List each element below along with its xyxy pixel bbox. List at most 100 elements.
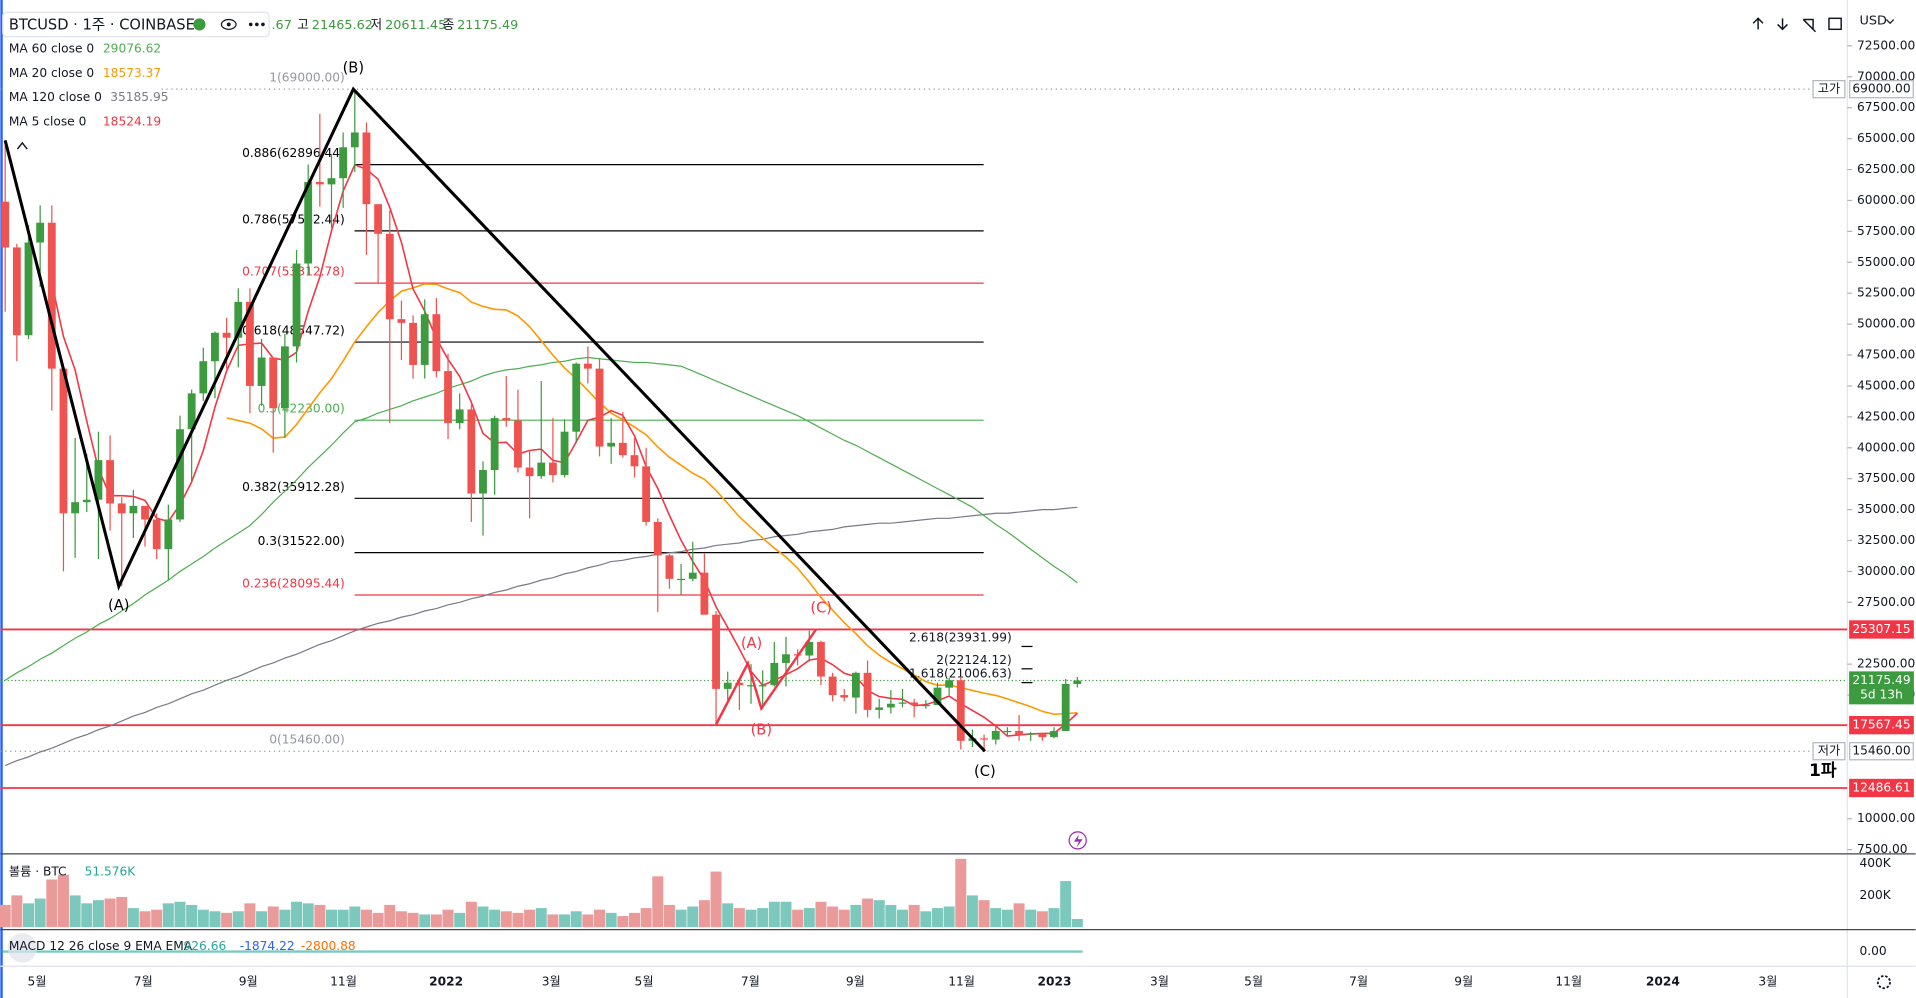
event-icon[interactable] — [1074, 834, 1083, 848]
candle-body — [817, 641, 825, 677]
ohlc: 종 — [443, 18, 455, 33]
x-tick-label: 7월 — [1349, 975, 1368, 989]
x-tick-label: 11월 — [948, 975, 975, 989]
candle-body — [1, 201, 10, 248]
sub-wave-line — [715, 628, 818, 725]
wave-label: (B) — [343, 59, 364, 76]
y-tick-label: 37500.00 — [1857, 471, 1915, 485]
settings-icon[interactable] — [1876, 975, 1891, 990]
volume-bar — [570, 911, 582, 928]
macd-value: 926.66 — [184, 939, 227, 953]
volume-bar — [757, 908, 769, 928]
price-tag-label: 12486.61 — [1852, 780, 1910, 794]
candle-body — [560, 431, 569, 475]
volume-bar — [256, 911, 268, 928]
price-tag-side — [1812, 742, 1846, 761]
volume-bar — [675, 909, 687, 928]
price-tag — [1849, 671, 1914, 705]
y-tick-label: 30000.00 — [1857, 564, 1915, 578]
dropdown-icon[interactable] — [1885, 19, 1895, 25]
candle-body — [339, 147, 348, 179]
candle-body — [36, 222, 45, 243]
volume-bar — [582, 914, 594, 928]
volume-bar — [337, 909, 349, 928]
volume-bar — [244, 903, 256, 928]
volume-bar — [116, 896, 128, 928]
candle-body — [280, 346, 289, 409]
volume-bar — [803, 908, 815, 928]
indicator-label: MA 5 close 0 — [9, 115, 86, 129]
candle-body — [595, 368, 604, 447]
volume-bar — [710, 871, 722, 928]
volume-bar — [384, 904, 396, 928]
legend-bg — [3, 87, 161, 108]
collapse-icon[interactable] — [16, 141, 28, 150]
candle-body — [1073, 680, 1082, 684]
candle-body — [327, 178, 336, 185]
eye-icon[interactable] — [226, 22, 231, 27]
candle-body — [1026, 733, 1035, 735]
y-tick-label: 55000.00 — [1857, 255, 1915, 269]
candle-body — [723, 682, 732, 689]
candle-body — [828, 676, 837, 696]
volume-bar — [186, 904, 198, 928]
candle-body — [514, 420, 522, 468]
volume-bar — [722, 903, 734, 928]
candle-body — [980, 738, 989, 740]
y-tick-label: 60000.00 — [1857, 193, 1915, 207]
candle-body — [82, 499, 91, 503]
y-tick-label: 22500.00 — [1857, 657, 1915, 671]
volume-bar — [302, 903, 314, 928]
volume-bar — [81, 903, 93, 928]
ohlc: 21175.49 — [457, 18, 518, 33]
price-tag — [1849, 80, 1914, 99]
y-tick-label: 62500.00 — [1857, 162, 1915, 176]
price-tag — [1849, 742, 1914, 761]
volume-bar — [617, 916, 629, 928]
candle-body — [269, 357, 278, 409]
candle-body — [945, 680, 954, 688]
toolbar[interactable] — [1752, 17, 1842, 33]
wave-label: (C) — [810, 599, 832, 616]
macd-value: -2800.88 — [301, 939, 356, 953]
volume-bar — [745, 909, 757, 928]
volume-bar — [419, 914, 431, 928]
x-tick-label: 11월 — [330, 975, 357, 989]
fib-label: 1.618(21006.63) — [909, 667, 1012, 681]
ohlc: 21465.62 — [312, 18, 373, 33]
volume-bar — [442, 909, 454, 928]
x-tick-label: 2022 — [429, 975, 463, 989]
indicator-value: 18524.19 — [103, 115, 161, 129]
price-tag — [1849, 620, 1914, 639]
more-icon[interactable] — [248, 22, 265, 27]
candle-body — [607, 442, 616, 447]
candle-body — [572, 363, 581, 432]
symbol-box[interactable] — [2, 11, 270, 38]
x-tick-label: 7월 — [134, 975, 153, 989]
x-tick-label: 9월 — [1454, 975, 1473, 989]
currency[interactable]: USD — [1859, 13, 1887, 28]
legend-bg — [3, 112, 161, 132]
volume-tick-label: 200K — [1859, 888, 1891, 902]
volume-bar — [69, 895, 81, 928]
ohlc: 20611.45 — [385, 18, 446, 33]
candle-body — [47, 222, 56, 369]
ma60-line — [4, 356, 1078, 681]
fib-label: 1(69000.00) — [269, 71, 345, 85]
volume-bar — [46, 879, 58, 928]
symbol[interactable]: BTCUSD · 1주 · COINBASE — [9, 17, 195, 34]
candle-body — [782, 654, 790, 663]
volume-bar — [850, 904, 862, 928]
volume-bar — [127, 908, 139, 928]
candle-body — [583, 363, 592, 369]
volume-bar — [197, 909, 209, 928]
volume-bar — [780, 901, 792, 928]
x-tick-label: 9월 — [846, 975, 865, 989]
candle-body — [991, 730, 1000, 740]
y-tick-label: 57500.00 — [1857, 224, 1915, 238]
candle-body — [164, 519, 173, 550]
candle-body — [630, 455, 639, 467]
indicator-value: 18573.37 — [103, 66, 161, 80]
eye-icon[interactable] — [220, 18, 237, 30]
candle-body — [956, 680, 965, 741]
